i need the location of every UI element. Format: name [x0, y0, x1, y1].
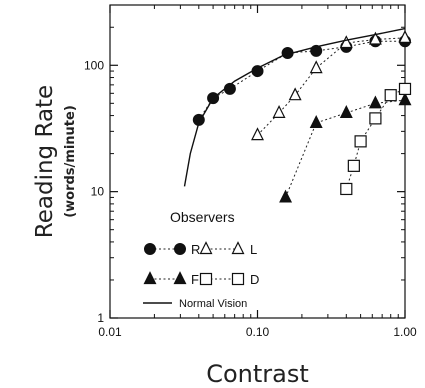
legend-label-normal-vision: Normal Vision	[179, 298, 247, 310]
legend-marker-r	[174, 243, 186, 255]
y-tick-label: 1	[97, 311, 104, 325]
series-point-d	[354, 135, 367, 148]
y-tick-label: 100	[84, 58, 104, 72]
series-point-f	[279, 189, 293, 203]
legend-marker-f	[143, 271, 157, 285]
y-axis-subtitle: (words/minute)	[63, 105, 78, 218]
legend-marker-d	[231, 272, 245, 286]
legend-marker-r	[144, 243, 156, 255]
legend-label-d: D	[250, 272, 259, 287]
series-point-l	[339, 35, 353, 49]
legend-marker-d	[199, 272, 213, 286]
series-point-f	[398, 92, 412, 106]
legend-label-l: L	[250, 242, 257, 257]
x-tick-label: 0.01	[98, 325, 122, 339]
series-point-f	[368, 95, 382, 109]
x-tick-label: 1.00	[393, 325, 417, 339]
legend-title: Observers	[170, 209, 235, 225]
series-point-d	[398, 82, 412, 96]
series-point-d	[369, 112, 382, 125]
series-point-f	[339, 105, 353, 118]
y-axis-title: Reading Rate	[32, 85, 58, 238]
legend-label-r: R	[191, 242, 200, 257]
series-point-l	[309, 60, 323, 74]
series-point-d	[384, 89, 397, 102]
series-point-l	[368, 31, 382, 45]
series-point-d	[340, 182, 353, 196]
series-line-normal-vision	[183, 27, 406, 187]
series-line-d	[345, 88, 406, 190]
series-point-f	[309, 115, 323, 128]
series-point-l	[288, 87, 302, 101]
legend-marker-l	[199, 241, 213, 255]
x-tick-label: 0.10	[246, 325, 270, 339]
legend-label-f: F	[191, 272, 199, 287]
series-point-l	[272, 105, 286, 118]
series-point-l	[251, 127, 264, 141]
y-tick-label: 10	[91, 185, 105, 199]
legend-marker-f	[173, 271, 187, 285]
series-point-d	[347, 159, 360, 172]
legend-marker-l	[231, 241, 245, 255]
x-axis-title: Contrast	[206, 360, 309, 388]
series-point-l	[398, 29, 412, 43]
series-line-l	[257, 37, 406, 136]
